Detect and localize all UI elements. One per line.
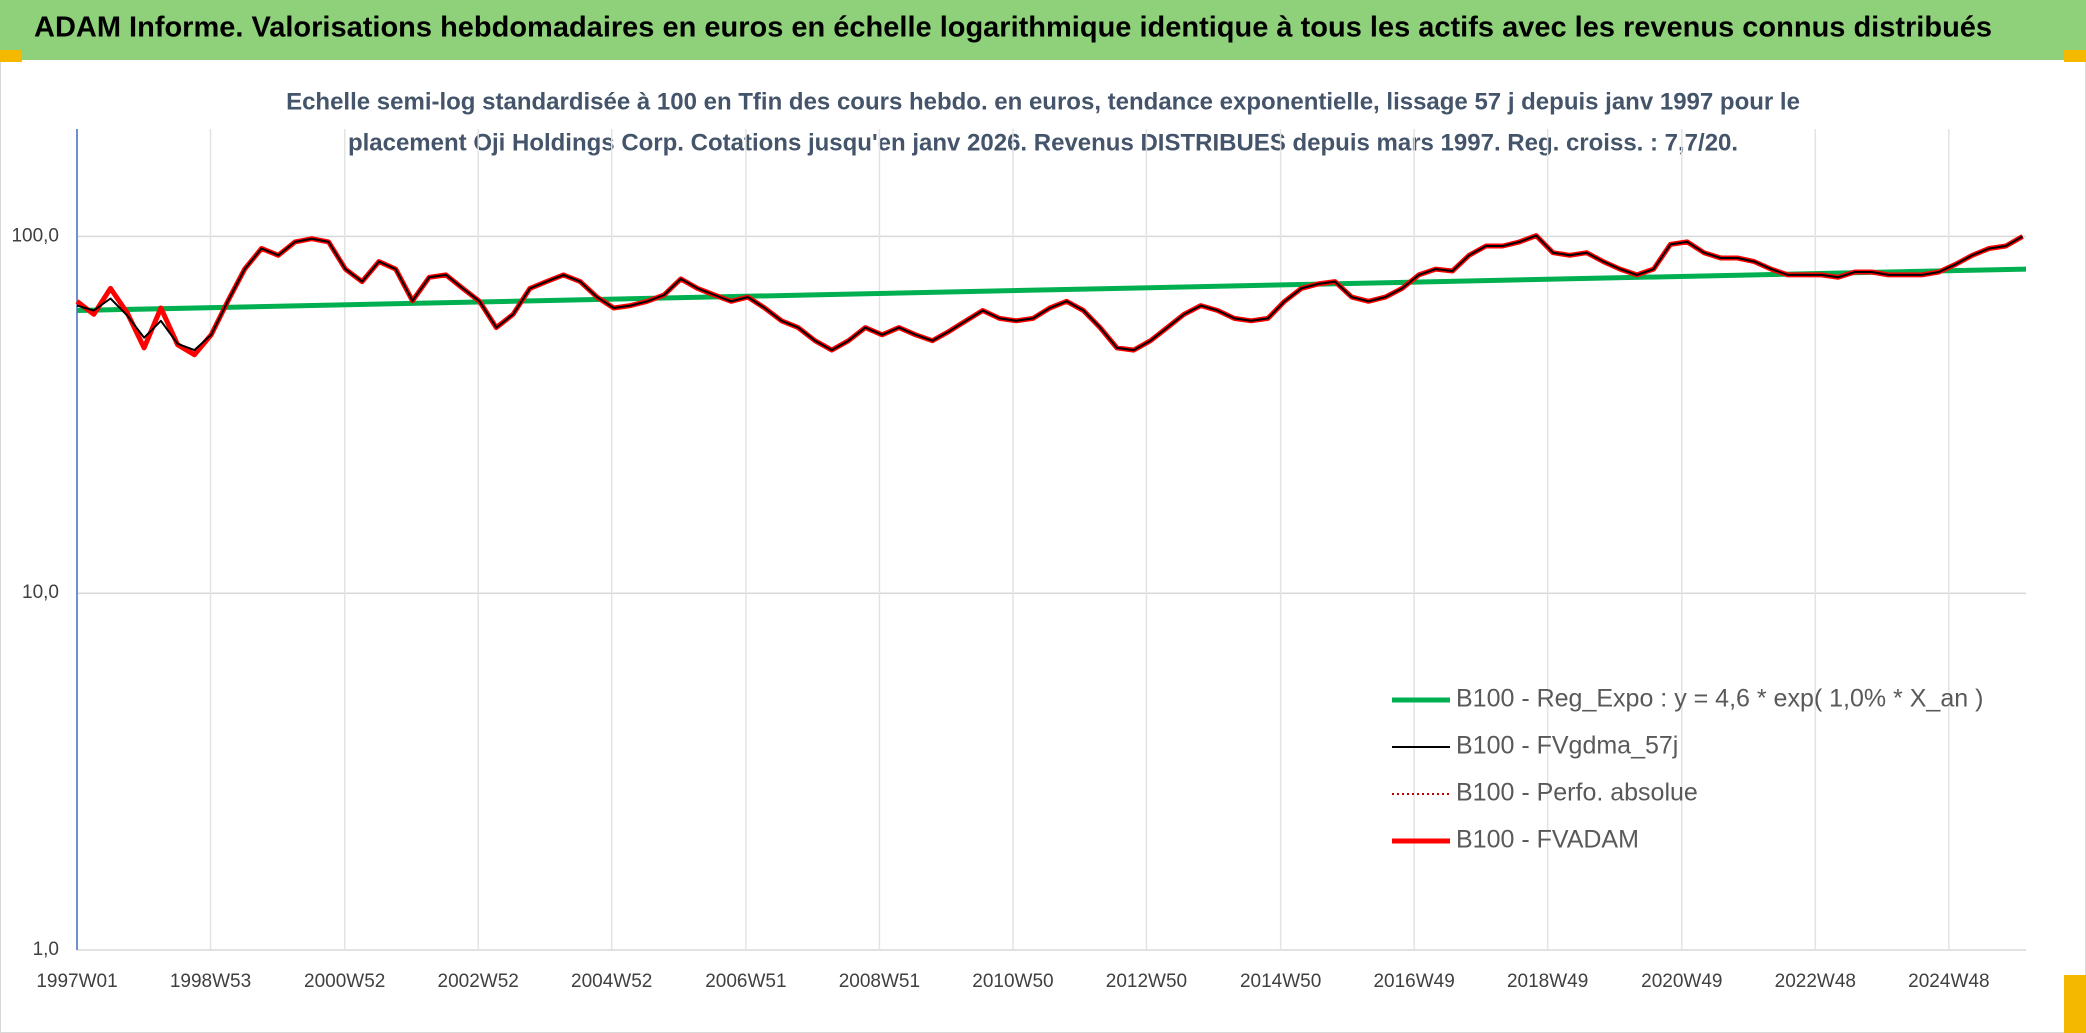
x-tick-label: 2020W49: [1641, 971, 1722, 992]
x-tick-label: 2000W52: [304, 971, 385, 992]
x-tick-label: 1997W01: [36, 971, 117, 992]
x-tick-label: 2016W49: [1373, 971, 1454, 992]
x-tick-label: 2006W51: [705, 971, 786, 992]
y-tick-label: 10,0: [22, 582, 59, 603]
header-bar: [0, 0, 2086, 60]
series-line: [76, 234, 2024, 352]
page-title: ADAM Informe. Valorisations hebdomadaire…: [34, 12, 1992, 44]
x-tick-label: 2002W52: [438, 971, 519, 992]
y-tick-label: 1,0: [33, 939, 59, 960]
legend-label: B100 - Perfo. absolue: [1456, 779, 1698, 807]
y-tick-label: 100,0: [11, 225, 59, 246]
chart-subtitle: placement Oji Holdings Corp. Cotations j…: [348, 129, 1738, 156]
legend-label: B100 - FVgdma_57j: [1456, 732, 1678, 760]
x-tick-label: 2022W48: [1775, 971, 1856, 992]
x-tick-label: 2024W48: [1908, 971, 1989, 992]
corner: [2064, 50, 2086, 62]
series-line: [76, 266, 2027, 313]
corner: [2064, 975, 2086, 1033]
x-tick-label: 2010W50: [972, 971, 1053, 992]
chart-subtitle: Echelle semi-log standardisée à 100 en T…: [286, 88, 1800, 115]
x-tick-label: 2008W51: [839, 971, 920, 992]
x-tick-label: 2004W52: [571, 971, 652, 992]
x-tick-label: 2018W49: [1507, 971, 1588, 992]
legend-label: B100 - FVADAM: [1456, 826, 1639, 854]
x-tick-label: 1998W53: [170, 971, 251, 992]
x-tick-label: 2014W50: [1240, 971, 1321, 992]
legend-label: B100 - Reg_Expo : y = 4,6 * exp( 1,0% * …: [1456, 685, 1983, 713]
corner: [0, 50, 22, 62]
x-tick-label: 2012W50: [1106, 971, 1187, 992]
